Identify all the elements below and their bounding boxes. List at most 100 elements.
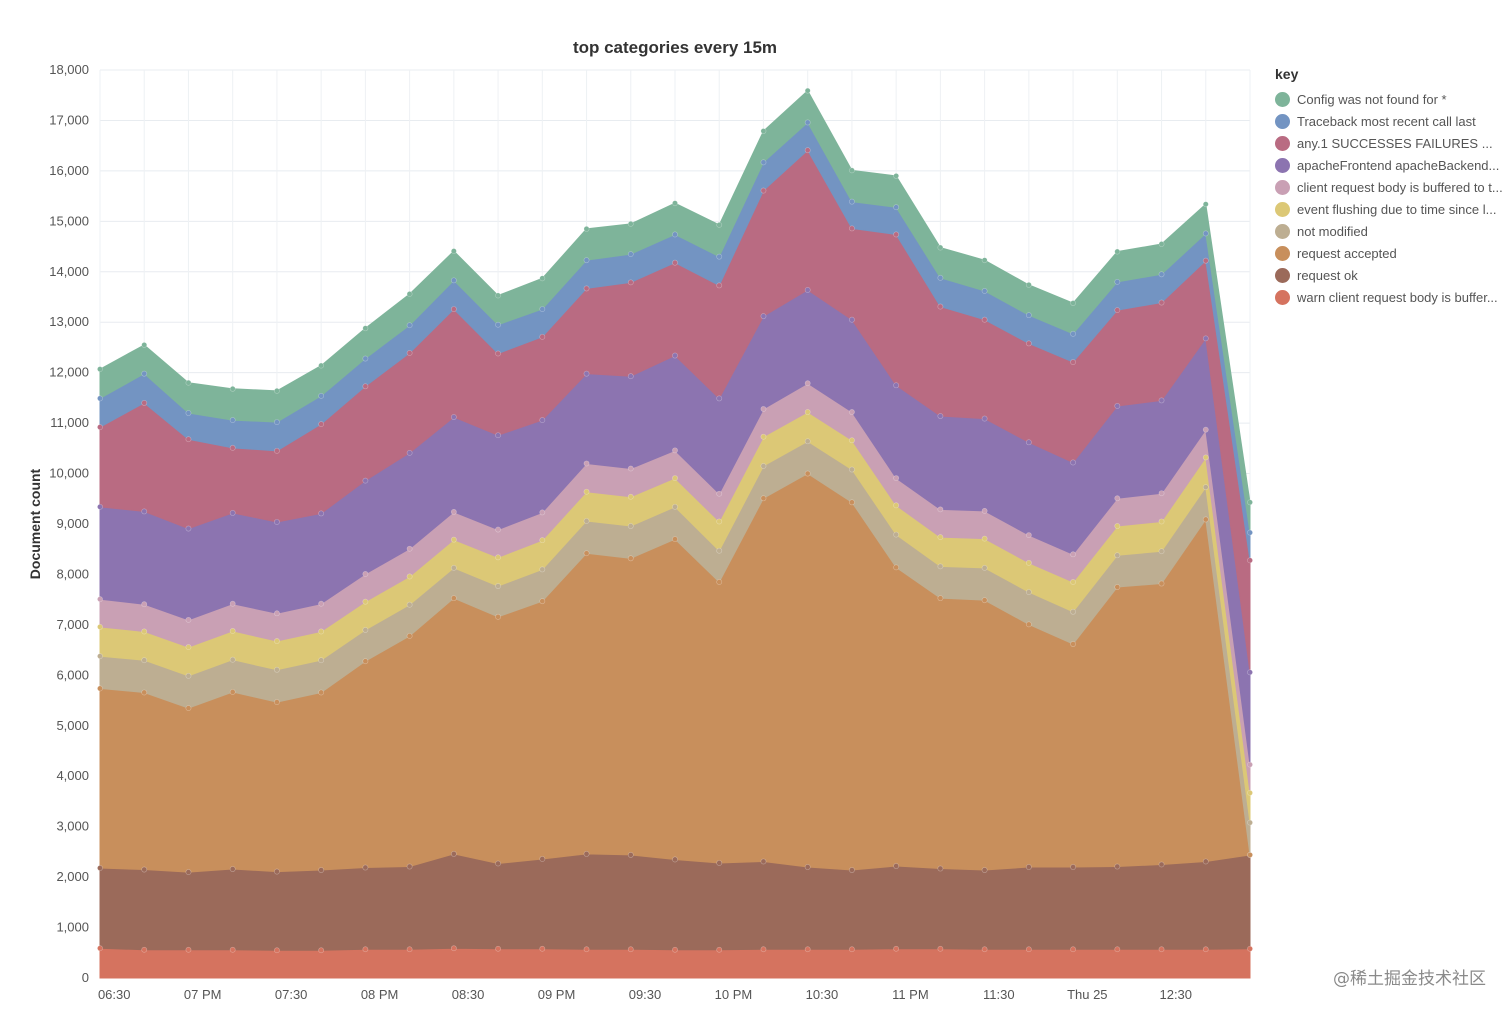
data-point-5-22[interactable] [1070,551,1076,558]
data-point-9-26[interactable] [1247,499,1253,506]
data-point-0-19[interactable] [937,945,944,952]
data-point-8-1[interactable] [141,370,148,377]
data-point-5-16[interactable] [804,380,811,387]
data-point-4-12[interactable] [627,493,634,500]
data-point-4-17[interactable] [849,437,855,444]
data-point-7-0[interactable] [97,424,103,431]
data-point-3-1[interactable] [141,657,148,664]
data-point-7-15[interactable] [760,187,767,194]
data-point-6-2[interactable] [185,525,192,532]
data-point-1-14[interactable] [716,860,723,866]
legend-item[interactable]: not modified [1275,220,1510,242]
data-point-3-8[interactable] [450,564,457,571]
data-point-2-8[interactable] [450,595,457,602]
data-point-1-10[interactable] [539,856,546,862]
data-point-7-14[interactable] [716,282,723,289]
data-point-3-11[interactable] [583,518,590,524]
data-point-1-16[interactable] [804,864,811,870]
data-point-4-2[interactable] [185,644,192,650]
data-point-6-6[interactable] [362,477,369,484]
data-point-3-3[interactable] [229,656,236,663]
data-point-6-9[interactable] [495,432,501,439]
data-point-8-21[interactable] [1025,312,1032,319]
data-point-2-0[interactable] [97,685,103,692]
data-point-4-1[interactable] [141,628,148,635]
data-point-2-25[interactable] [1202,516,1209,523]
data-point-1-13[interactable] [672,856,678,863]
data-point-9-5[interactable] [318,362,325,369]
data-point-3-18[interactable] [893,531,900,538]
data-point-4-20[interactable] [981,535,988,542]
data-point-8-9[interactable] [495,321,501,328]
data-point-3-26[interactable] [1247,819,1253,826]
data-point-0-2[interactable] [185,946,192,953]
data-point-8-15[interactable] [760,159,767,166]
data-point-0-14[interactable] [716,946,723,953]
data-point-9-25[interactable] [1202,201,1209,208]
data-point-6-20[interactable] [981,415,988,422]
data-point-7-21[interactable] [1025,340,1032,347]
data-point-4-23[interactable] [1114,523,1121,529]
data-point-5-19[interactable] [937,506,944,513]
data-point-1-4[interactable] [274,868,280,875]
data-point-4-6[interactable] [362,598,369,605]
data-point-5-7[interactable] [406,545,413,552]
data-point-8-14[interactable] [716,253,723,260]
data-point-8-26[interactable] [1247,529,1253,536]
data-point-7-3[interactable] [229,444,236,451]
data-point-6-22[interactable] [1070,459,1076,466]
data-point-9-16[interactable] [804,87,811,94]
data-point-5-11[interactable] [583,460,590,467]
data-point-4-7[interactable] [406,573,413,580]
data-point-3-23[interactable] [1114,552,1121,559]
data-point-9-19[interactable] [937,244,944,251]
data-point-1-8[interactable] [450,851,457,857]
data-point-2-26[interactable] [1247,852,1253,858]
data-point-6-7[interactable] [406,449,413,456]
data-point-9-9[interactable] [495,292,501,299]
data-point-7-24[interactable] [1158,299,1165,306]
data-point-8-8[interactable] [450,277,457,284]
data-point-2-21[interactable] [1025,621,1032,628]
data-point-4-25[interactable] [1202,454,1209,461]
data-point-1-20[interactable] [981,867,988,873]
data-point-7-13[interactable] [672,259,678,266]
data-point-7-9[interactable] [495,350,501,357]
data-point-2-15[interactable] [760,495,767,502]
data-point-1-17[interactable] [849,867,855,873]
data-point-0-25[interactable] [1202,946,1209,953]
data-point-3-16[interactable] [804,438,811,445]
data-point-7-11[interactable] [583,285,590,292]
data-point-6-23[interactable] [1114,403,1121,409]
data-point-9-0[interactable] [97,366,103,373]
data-point-6-4[interactable] [274,519,280,525]
data-point-4-13[interactable] [672,475,678,481]
data-point-7-10[interactable] [539,333,546,340]
data-point-9-10[interactable] [539,275,546,282]
data-point-8-23[interactable] [1114,278,1121,285]
data-point-5-17[interactable] [849,409,855,415]
data-point-6-26[interactable] [1247,669,1253,676]
data-point-4-10[interactable] [539,537,546,544]
data-point-6-24[interactable] [1158,397,1165,404]
data-point-3-24[interactable] [1158,548,1165,555]
data-point-1-21[interactable] [1025,864,1032,870]
data-point-0-12[interactable] [627,946,634,953]
data-point-1-5[interactable] [318,867,325,873]
data-point-2-14[interactable] [716,579,723,585]
data-point-7-25[interactable] [1202,257,1209,264]
data-point-9-20[interactable] [981,257,988,264]
legend-item[interactable]: request accepted [1275,242,1510,264]
data-point-4-3[interactable] [229,628,236,634]
data-point-3-20[interactable] [981,564,988,571]
data-point-8-13[interactable] [672,231,678,238]
data-point-5-20[interactable] [981,507,988,514]
data-point-5-15[interactable] [760,406,767,412]
legend-item[interactable]: request ok [1275,264,1510,286]
data-point-4-4[interactable] [274,638,280,644]
data-point-1-11[interactable] [583,851,590,857]
data-point-9-1[interactable] [141,342,148,348]
data-point-0-10[interactable] [539,945,546,952]
data-point-2-11[interactable] [583,550,590,557]
data-point-9-17[interactable] [849,167,855,174]
